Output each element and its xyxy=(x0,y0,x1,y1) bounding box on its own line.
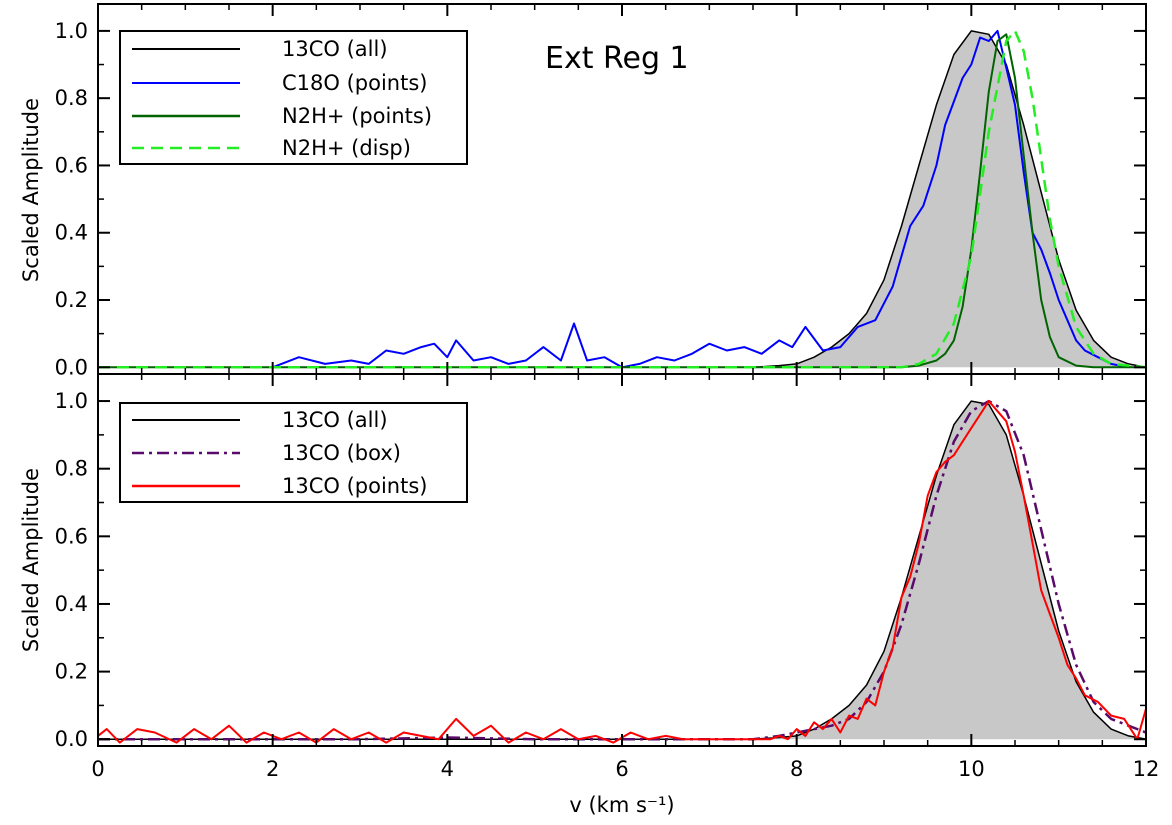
top-legend-label-n2h-disp: N2H+ (disp) xyxy=(282,136,411,160)
top-y-tick-label: 0.0 xyxy=(55,355,88,379)
bottom-y-tick-label: 0.2 xyxy=(55,660,88,684)
top-y-tick-label: 0.4 xyxy=(55,221,88,245)
top-y-tick-label: 1.0 xyxy=(55,19,88,43)
bottom-x-tick-label: 2 xyxy=(266,757,279,781)
bottom-x-tick-label: 0 xyxy=(91,757,104,781)
bottom-y-tick-label: 0.4 xyxy=(55,592,88,616)
top-legend-label-13co-all: 13CO (all) xyxy=(282,37,388,61)
bottom-series-fill-13co-all xyxy=(98,401,1146,740)
top-legend-label-c18o: C18O (points) xyxy=(282,71,427,95)
panel-top: 0.0 0.2 0.4 0.6 0.8 1.0 Scaled Amplitude Ext … xyxy=(19,3,1147,379)
top-series-line-c18o-points xyxy=(272,29,1129,369)
top-legend-box xyxy=(119,30,468,165)
bottom-axis-ticks: 0.0 0.2 0.4 0.6 0.8 1.0 0 2 4 6 8 10 12 xyxy=(55,374,1160,781)
bottom-y-axis-title: Scaled Amplitude xyxy=(19,468,43,652)
bottom-y-tick-label: 0.8 xyxy=(55,457,88,481)
top-y-tick-label: 0.8 xyxy=(55,86,88,110)
top-series-fill-13co-all xyxy=(98,30,1146,368)
top-y-tick-label: 0.6 xyxy=(55,153,88,177)
bottom-x-tick-label: 6 xyxy=(615,757,628,781)
top-y-tick-label: 0.2 xyxy=(55,288,88,312)
bottom-x-tick-label: 12 xyxy=(1133,757,1160,781)
bottom-y-tick-label: 1.0 xyxy=(55,389,88,413)
top-annotation: Ext Reg 1 xyxy=(545,41,689,76)
top-series-line-n2h-disp xyxy=(98,29,1147,369)
bottom-x-tick-label: 10 xyxy=(958,757,985,781)
x-axis-title: v (km s⁻¹) xyxy=(569,793,674,817)
bottom-x-tick-label: 4 xyxy=(441,757,454,781)
panel-bottom: 0.0 0.2 0.4 0.6 0.8 1.0 0 2 4 6 8 10 12 Scaled Ampli… xyxy=(19,373,1160,817)
top-y-axis-title: Scaled Amplitude xyxy=(19,98,43,282)
bottom-legend: 13CO (all) 13CO (box) 13CO (points) xyxy=(119,402,468,503)
top-legend: 13CO (all) C18O (points) N2H+ (points) N… xyxy=(119,30,468,165)
bottom-legend-label-13co-points: 13CO (points) xyxy=(282,474,427,498)
bottom-y-tick-label: 0.0 xyxy=(55,727,88,751)
top-axis-ticks: 0.0 0.2 0.4 0.6 0.8 1.0 xyxy=(55,4,1147,379)
bottom-series-line-13co-points xyxy=(97,400,1147,744)
bottom-x-tick-label: 8 xyxy=(790,757,803,781)
bottom-plot-area xyxy=(97,399,1147,744)
bottom-series-line-13co-box xyxy=(98,399,1147,741)
bottom-legend-label-13co-box: 13CO (box) xyxy=(282,441,401,465)
bottom-legend-label-13co-all: 13CO (all) xyxy=(282,408,388,432)
bottom-y-tick-label: 0.6 xyxy=(55,524,88,548)
top-legend-label-n2h-points: N2H+ (points) xyxy=(282,104,432,128)
